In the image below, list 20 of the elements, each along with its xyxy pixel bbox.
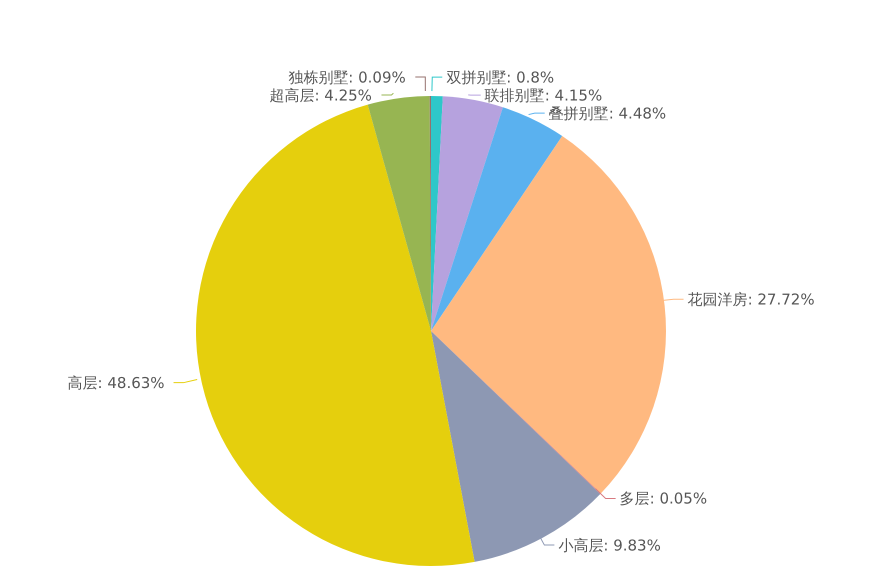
data-label: : 4.15% (544, 86, 602, 104)
slice-label: 独栋别墅 (288, 68, 348, 86)
slice-label: 花园洋房 (688, 290, 748, 309)
pie-slice (196, 104, 475, 566)
slice-label: 小高层 (558, 536, 604, 554)
slice-label: 多层 (620, 490, 650, 508)
pie-slice (431, 107, 562, 331)
slice-label: 超高层 (269, 86, 314, 104)
slice-label: 联排别墅 (484, 86, 545, 104)
slice-label: 双拼别墅 (446, 68, 506, 86)
data-label: : 0.05% (650, 490, 708, 508)
data-label: : 9.83% (603, 536, 661, 554)
data-label: : 0.8% (506, 68, 554, 86)
slice-label: 叠拼别墅 (548, 104, 609, 122)
data-label: : 48.63% (98, 374, 165, 392)
data-label: : 27.72% (748, 290, 815, 309)
data-label: : 4.25% (314, 86, 372, 104)
slice-label: 高层 (68, 374, 98, 392)
data-label: : 0.09% (348, 68, 406, 86)
data-label: : 4.48% (608, 104, 666, 122)
